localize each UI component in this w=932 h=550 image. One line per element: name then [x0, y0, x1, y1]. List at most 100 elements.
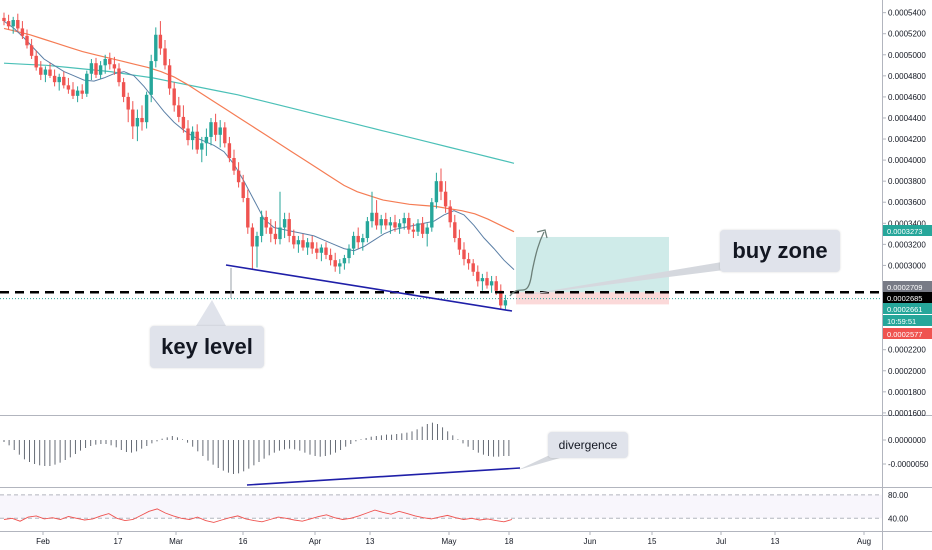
candle-body [374, 212, 379, 226]
divergence-trendline [246, 467, 521, 486]
candle-body [103, 58, 107, 66]
candle-body [246, 198, 250, 228]
candle-body [439, 181, 443, 192]
candle-body [39, 67, 43, 75]
candle-body [20, 28, 25, 36]
candle-body [351, 235, 356, 249]
candle-body [420, 223, 425, 234]
price-badge [883, 328, 932, 339]
price-axis[interactable]: 0.0005400 0.0005200 0.0005000 0.0004800 0.00… [882, 9, 932, 418]
candle-body [16, 20, 20, 29]
candle-body [494, 281, 498, 291]
price-badge-label: 0.0002709 [887, 283, 922, 292]
candle-body [379, 219, 383, 226]
candle-body [457, 238, 462, 250]
price-tick-label: 0.0004600 [888, 93, 926, 102]
candle-body [158, 34, 163, 49]
candle-body [34, 55, 38, 68]
candle-body [319, 247, 324, 253]
oscillator-pane[interactable]: 0.0000000 -0.0000050 [3, 422, 929, 486]
candle-body [324, 247, 328, 255]
candle-body [489, 281, 494, 286]
price-tick-label: 0.0005400 [888, 9, 926, 18]
candle-body [140, 117, 144, 123]
candle-body [121, 82, 126, 97]
ma-slow-line [3, 62, 515, 164]
candle-body [476, 271, 480, 282]
candle-body [11, 20, 15, 27]
candle-body [209, 122, 213, 137]
date-tick-label: 17 [114, 537, 123, 546]
price-tick-label: 0.0001600 [888, 409, 926, 418]
candle-body [407, 218, 411, 230]
candle-body [434, 181, 439, 203]
candle-body [89, 63, 94, 74]
candle-body [135, 117, 140, 127]
candle-body [71, 89, 75, 96]
rsi-tick-label: 40.00 [888, 514, 909, 523]
date-tick-label: 18 [505, 537, 514, 546]
price-tick-label: 0.0005200 [888, 30, 926, 39]
candle-body [200, 143, 204, 150]
date-tick-label: Mar [169, 537, 183, 546]
candle-body [144, 94, 149, 123]
divergence-callout: divergence [548, 432, 628, 458]
price-tick-label: 0.0004200 [888, 135, 926, 144]
price-tick-label: 0.0003000 [888, 261, 926, 270]
price-tick-label: 0.0003600 [888, 198, 926, 207]
price-badge [883, 292, 932, 303]
ma-fast-line [3, 20, 515, 270]
rsi-pane[interactable]: 80.00 40.00 [0, 491, 909, 523]
candle-body [430, 202, 434, 228]
candle-body [213, 122, 218, 135]
candle-body [296, 240, 301, 245]
candle-body [181, 116, 186, 129]
price-badge-label: 0.0003273 [887, 227, 922, 236]
price-tick-label: 0.0003200 [888, 240, 926, 249]
candle-body [315, 248, 319, 253]
date-tick-label: 13 [771, 537, 780, 546]
candle-body [195, 131, 199, 150]
ma-mid-line [3, 27, 515, 233]
candle-body [384, 219, 388, 226]
date-tick-label: 15 [648, 537, 657, 546]
price-badge [883, 303, 932, 314]
date-tick-label: 16 [239, 537, 248, 546]
date-tick-label: Aug [857, 537, 871, 546]
candle-body [388, 222, 393, 226]
candle-body [167, 65, 172, 89]
projection-arrowhead [536, 229, 548, 239]
candle-body [466, 259, 471, 264]
buy-zone-callout: buy zone [720, 230, 840, 272]
price-badge [883, 225, 932, 236]
candle-body [287, 219, 291, 236]
candle-body [6, 21, 11, 27]
rsi-band [0, 494, 882, 519]
candle-body [402, 218, 406, 224]
date-axis[interactable]: Feb 17 Mar 16 Apr 13 May 18 Jun 15 Jul 13 Aug [36, 531, 871, 546]
price-badge-label: 10:59:51 [887, 317, 916, 326]
candle-body [108, 58, 112, 65]
candle-body [282, 219, 287, 228]
candle-body [499, 290, 503, 306]
candle-body [462, 249, 466, 260]
candle-body [126, 96, 130, 110]
candle-body [204, 136, 209, 144]
candle-body [48, 69, 52, 76]
candle-body [356, 235, 360, 243]
support-trendline [225, 264, 513, 312]
candle-body [338, 263, 342, 267]
projection-arrow [509, 231, 545, 297]
oscillator-tick-label: -0.0000050 [888, 460, 929, 469]
price-tick-label: 0.0004000 [888, 156, 926, 165]
price-tick-label: 0.0005000 [888, 51, 926, 60]
candle-body [301, 240, 305, 248]
candle-body [264, 216, 268, 228]
candle-body [236, 170, 241, 183]
candle-body [328, 254, 333, 261]
candle-body [305, 242, 310, 248]
candle-body [370, 212, 374, 222]
price-badge [883, 281, 932, 292]
